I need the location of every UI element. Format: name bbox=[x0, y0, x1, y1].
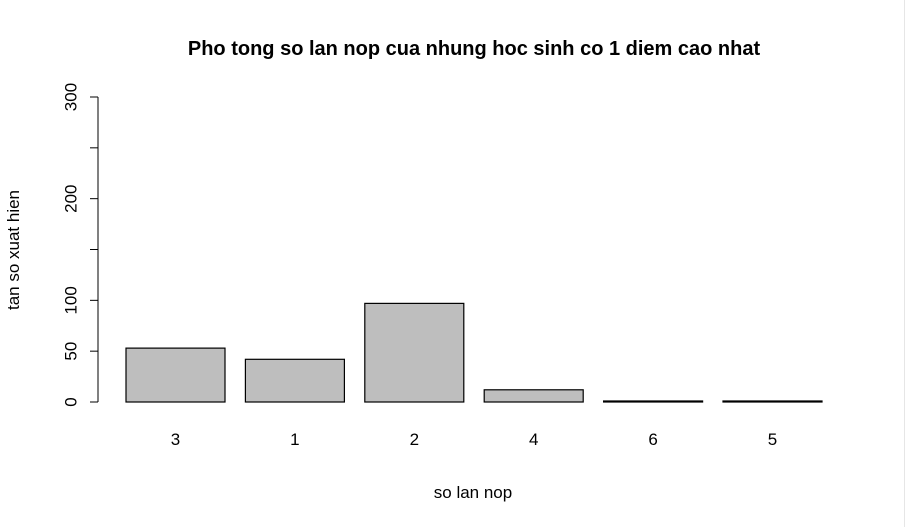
bar-6 bbox=[602, 400, 704, 403]
y-tick-label: 0 bbox=[61, 397, 80, 406]
x-tick-label: 5 bbox=[768, 430, 777, 449]
bar-2 bbox=[364, 302, 465, 403]
bar-1 bbox=[244, 358, 345, 403]
y-axis-label: tan so xuat hien bbox=[4, 190, 23, 310]
y-tick-label: 300 bbox=[61, 83, 80, 111]
x-axis-label: so lan nop bbox=[434, 483, 512, 502]
y-tick-label: 100 bbox=[61, 286, 80, 314]
x-tick-label: 2 bbox=[410, 430, 419, 449]
x-tick-labels: 3 1 2 4 6 5 bbox=[171, 430, 777, 449]
x-tick-label: 4 bbox=[529, 430, 538, 449]
x-tick-label: 6 bbox=[648, 430, 657, 449]
bar-5 bbox=[722, 400, 823, 403]
bars bbox=[125, 302, 823, 403]
bar-3 bbox=[125, 347, 226, 403]
chart-title: Pho tong so lan nop cua nhung hoc sinh c… bbox=[188, 38, 761, 60]
y-tick-label: 200 bbox=[61, 184, 80, 212]
bar-4 bbox=[483, 389, 584, 403]
x-tick-label: 1 bbox=[290, 430, 299, 449]
x-tick-label: 3 bbox=[171, 430, 180, 449]
y-tick-label: 50 bbox=[61, 342, 80, 361]
y-axis: 0 50 100 200 300 bbox=[61, 83, 99, 407]
